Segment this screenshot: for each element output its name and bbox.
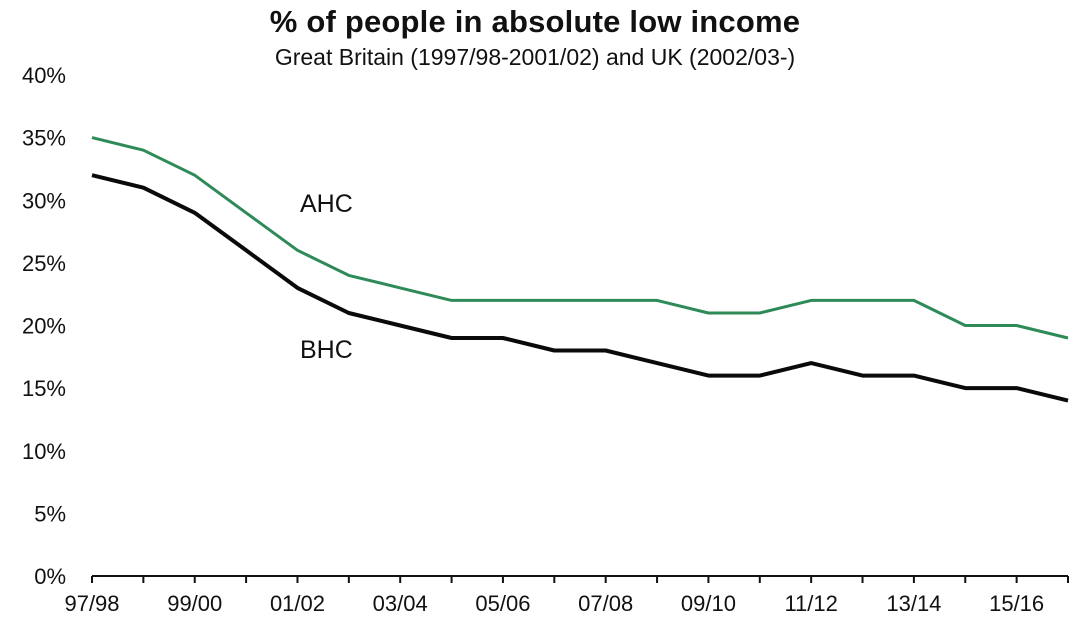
y-tick-label: 10%	[22, 439, 66, 464]
chart-subtitle: Great Britain (1997/98-2001/02) and UK (…	[274, 44, 796, 70]
x-tick-label: 13/14	[886, 591, 941, 616]
x-tick-label: 15/16	[989, 591, 1044, 616]
y-tick-label: 35%	[22, 126, 66, 151]
x-axis-ticks: 97/98 99/00 01/02 03/04 05/06 07/08 09/10 11/12…	[64, 576, 1069, 616]
chart-title: % of people in absolute low income	[269, 4, 801, 39]
x-tick-label: 07/08	[578, 591, 633, 616]
series-line-bhc	[91, 173, 1069, 403]
y-tick-label: 40%	[22, 63, 66, 88]
y-tick-label: 30%	[22, 188, 66, 213]
x-tick-label: 05/06	[475, 591, 530, 616]
y-axis-ticks: 0% 5% 10% 15% 20% 25% 30% 35% 40%	[22, 63, 66, 589]
y-tick-label: 5%	[34, 501, 66, 526]
y-tick-label: 25%	[22, 251, 66, 276]
series-lines	[91, 136, 1069, 403]
series-line-ahc	[91, 136, 1069, 340]
y-tick-label: 0%	[34, 564, 66, 589]
x-tick-label: 97/98	[64, 591, 119, 616]
x-tick-label: 11/12	[784, 591, 837, 616]
x-tick-label: 01/02	[270, 591, 325, 616]
y-tick-label: 15%	[22, 376, 66, 401]
series-label-bhc: BHC	[300, 336, 353, 364]
x-tick-label: 03/04	[373, 591, 428, 616]
y-tick-label: 20%	[22, 314, 66, 339]
series-label-ahc: AHC	[300, 190, 353, 218]
x-tick-label: 09/10	[681, 591, 736, 616]
x-tick-label: 99/00	[167, 591, 222, 616]
